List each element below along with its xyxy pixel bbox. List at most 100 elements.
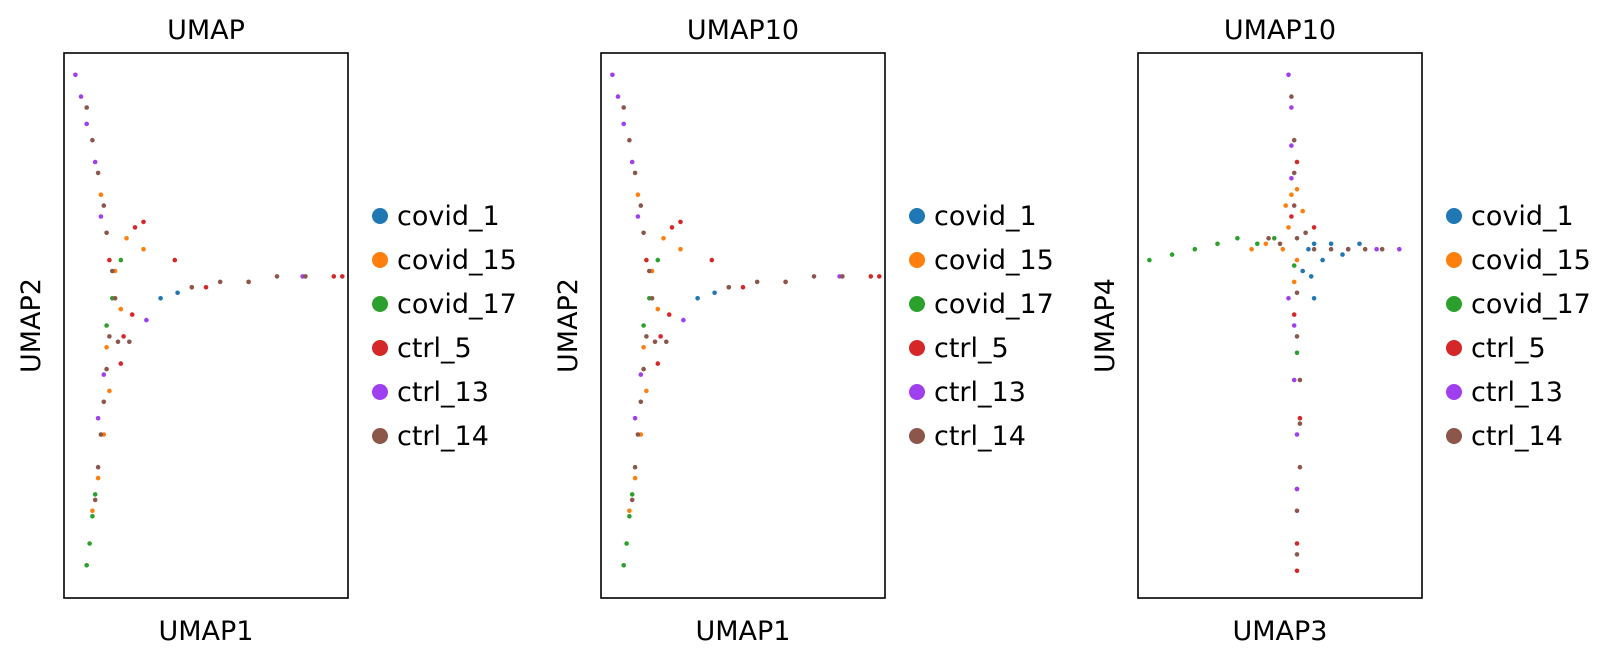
point-ctrl_14 xyxy=(1291,137,1297,143)
legend-label: ctrl_5 xyxy=(934,333,1009,364)
point-covid_17 xyxy=(104,323,109,328)
point-ctrl_14 xyxy=(726,285,732,290)
point-ctrl_14 xyxy=(303,274,308,279)
point-ctrl_5 xyxy=(107,257,112,263)
point-ctrl_14 xyxy=(95,464,101,470)
point-ctrl_14 xyxy=(274,274,280,279)
axes-frame xyxy=(1137,52,1423,599)
point-ctrl_14 xyxy=(641,366,646,372)
point-covid_17 xyxy=(1294,350,1300,356)
point-ctrl_5 xyxy=(1294,568,1300,574)
point-ctrl_13 xyxy=(635,214,641,219)
legend-label: ctrl_5 xyxy=(397,333,472,364)
point-ctrl_14 xyxy=(1311,246,1317,252)
point-ctrl_14 xyxy=(638,203,644,208)
point-covid_15 xyxy=(118,306,124,312)
point-covid_15 xyxy=(1294,257,1300,263)
point-ctrl_13 xyxy=(629,159,635,165)
point-ctrl_14 xyxy=(104,366,109,372)
point-covid_15 xyxy=(95,475,101,481)
x-axis-label: UMAP1 xyxy=(696,616,791,647)
panel-2: UMAP10 UMAP1 UMAP2 covid_1 covid_15 covid_17c… xyxy=(553,15,1054,647)
point-covid_1 xyxy=(1311,241,1317,247)
point-ctrl_5 xyxy=(658,334,663,339)
legend-marker xyxy=(1446,340,1462,356)
legend: covid_1 covid_15 covid_17 ctrl_5 ctrl_13ctrl… xyxy=(909,201,1054,452)
point-covid_17 xyxy=(1255,241,1260,247)
point-covid_15 xyxy=(644,388,649,394)
point-ctrl_14 xyxy=(641,230,646,236)
point-ctrl_14 xyxy=(621,105,626,110)
point-ctrl_14 xyxy=(92,497,98,503)
point-ctrl_14 xyxy=(635,432,641,437)
point-ctrl_14 xyxy=(189,285,195,290)
point-ctrl_14 xyxy=(246,279,251,285)
point-ctrl_14 xyxy=(1362,246,1368,252)
point-ctrl_13 xyxy=(101,372,107,377)
point-ctrl_14 xyxy=(217,279,223,285)
point-covid_15 xyxy=(141,246,146,252)
legend: covid_1 covid_15 covid_17 ctrl_5 ctrl_13ctrl… xyxy=(372,201,517,452)
point-covid_15 xyxy=(678,246,683,252)
point-covid_17 xyxy=(641,323,646,328)
point-ctrl_13 xyxy=(1291,323,1297,328)
legend: covid_1 covid_15 covid_17 ctrl_5 ctrl_13ctrl… xyxy=(1446,201,1591,452)
legend-marker xyxy=(372,208,388,224)
point-covid_15 xyxy=(124,236,129,241)
point-ctrl_14 xyxy=(1294,236,1300,241)
axes-frame xyxy=(63,52,349,599)
legend-marker xyxy=(372,340,388,356)
panel-title: UMAP10 xyxy=(687,15,799,46)
point-ctrl_13 xyxy=(78,94,84,99)
y-axis-label: UMAP4 xyxy=(1090,278,1121,373)
point-ctrl_13 xyxy=(1289,105,1294,110)
point-covid_15 xyxy=(1283,203,1288,208)
legend-label: ctrl_13 xyxy=(397,377,489,408)
panel-3: UMAP10 UMAP3 UMAP4 covid_1 covid_15 covid_17c… xyxy=(1090,15,1591,647)
legend-marker xyxy=(1446,296,1462,312)
legend-marker xyxy=(1446,252,1462,268)
point-ctrl_13 xyxy=(621,121,626,127)
legend-label: ctrl_14 xyxy=(934,421,1026,452)
point-covid_1 xyxy=(1306,246,1311,252)
point-ctrl_13 xyxy=(1286,72,1291,78)
point-ctrl_14 xyxy=(1289,94,1294,99)
point-covid_1 xyxy=(1328,241,1334,247)
panel-title: UMAP10 xyxy=(1224,15,1336,46)
legend-label: covid_17 xyxy=(1471,289,1591,320)
point-covid_15 xyxy=(1289,192,1294,197)
point-covid_15 xyxy=(661,236,666,241)
point-covid_17 xyxy=(1192,246,1198,252)
point-ctrl_13 xyxy=(73,72,78,78)
point-ctrl_14 xyxy=(647,268,652,274)
point-covid_17 xyxy=(118,257,124,263)
legend-marker xyxy=(909,384,925,400)
point-ctrl_14 xyxy=(90,137,95,143)
point-ctrl_13 xyxy=(1294,486,1300,492)
point-ctrl_14 xyxy=(632,170,638,176)
legend-label: covid_15 xyxy=(397,245,517,276)
point-covid_1 xyxy=(712,290,717,296)
legend-marker xyxy=(909,428,925,444)
point-ctrl_14 xyxy=(1291,203,1297,208)
point-ctrl_5 xyxy=(666,312,672,317)
point-ctrl_14 xyxy=(1328,246,1334,252)
legend-label: ctrl_14 xyxy=(1471,421,1563,452)
point-covid_15 xyxy=(641,345,646,350)
point-ctrl_5 xyxy=(877,274,882,279)
legend-label: covid_1 xyxy=(397,201,500,232)
point-ctrl_13 xyxy=(95,415,101,421)
legend-label: covid_15 xyxy=(934,245,1054,276)
point-ctrl_5 xyxy=(331,274,337,279)
point-covid_1 xyxy=(175,290,180,296)
point-ctrl_14 xyxy=(1266,236,1271,241)
point-ctrl_13 xyxy=(638,372,644,377)
point-ctrl_13 xyxy=(84,121,89,127)
point-covid_17 xyxy=(87,541,92,546)
point-covid_15 xyxy=(1300,208,1305,214)
point-ctrl_5 xyxy=(655,361,661,366)
point-ctrl_14 xyxy=(1294,334,1300,339)
legend-label: covid_1 xyxy=(1471,201,1574,232)
point-ctrl_14 xyxy=(627,137,632,143)
point-ctrl_14 xyxy=(644,334,649,339)
